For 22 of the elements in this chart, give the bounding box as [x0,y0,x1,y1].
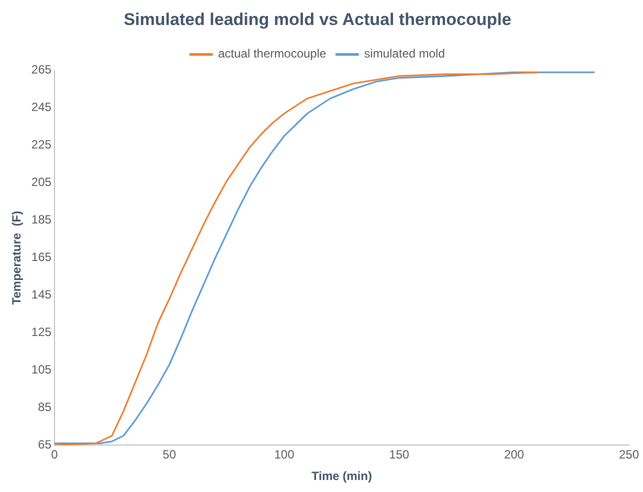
y-tick-label: 225 [31,138,52,152]
x-tick-label: 0 [51,448,58,462]
y-tick-label: 145 [31,288,52,302]
x-tick-label: 50 [162,448,176,462]
y-tick-label: 65 [38,438,52,452]
x-tick-label: 250 [618,448,640,462]
y-tick-label: 125 [31,325,52,340]
legend-label: actual thermocouple [218,46,327,61]
y-tick-label: 105 [31,362,52,377]
x-axis-title: Time (min) [311,469,372,484]
y-tick-label: 205 [31,175,52,190]
y-tick-label: 245 [31,100,52,114]
y-tick-label: 165 [31,250,52,264]
x-tick-label: 200 [504,448,524,462]
y-axis-title: Temperature (F) [10,210,24,305]
y-tick-label: 85 [38,400,52,414]
x-tick-label: 100 [274,448,295,462]
legend-label: simulated mold [364,46,445,61]
y-tick-label: 185 [31,212,52,227]
y-tick-label: 265 [31,62,52,77]
x-tick-label: 150 [389,448,410,462]
chart-title: Simulated leading mold vs Actual thermocouple [124,10,512,29]
